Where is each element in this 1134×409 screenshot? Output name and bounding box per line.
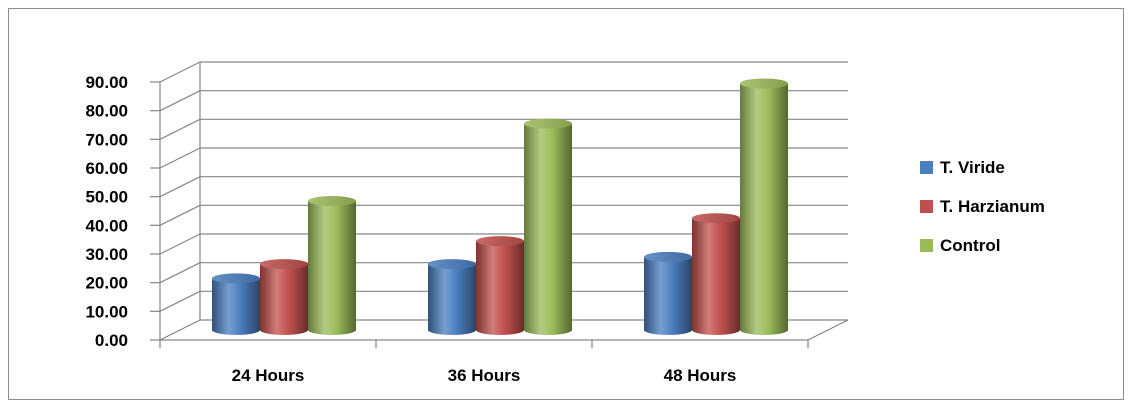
- bar-top: [260, 259, 308, 270]
- y-tick-label: 40.00: [85, 216, 128, 235]
- bar-top: [476, 236, 524, 247]
- bar-top: [740, 78, 788, 89]
- y-tick-label: 60.00: [85, 159, 128, 178]
- gridline-side: [159, 90, 201, 112]
- bar-body: [740, 83, 788, 335]
- bar-top: [524, 118, 572, 129]
- gridline-side: [159, 290, 201, 312]
- x-axis: 24 Hours 36 Hours 48 Hours: [159, 319, 849, 385]
- gridline-side: [159, 176, 201, 198]
- bar-body: [308, 201, 356, 335]
- bar-t-harzianum-36-hours: [476, 236, 524, 335]
- bar-body: [692, 218, 740, 335]
- bar-t-harzianum-24-hours: [260, 259, 308, 335]
- bar-top: [644, 251, 692, 262]
- legend: T. Viride T. Harzianum Control: [920, 158, 1045, 255]
- bar-body: [428, 264, 476, 335]
- gridline-side: [159, 147, 201, 169]
- bar-t-harzianum-48-hours: [692, 213, 740, 335]
- gridline-side: [159, 319, 201, 341]
- y-tick-label: 50.00: [85, 188, 128, 207]
- gridline-side: [159, 262, 201, 284]
- y-tick-label: 0.00: [95, 331, 128, 350]
- floor-right-edge: [807, 319, 849, 341]
- y-tick-label: 20.00: [85, 274, 128, 293]
- gridline-side: [159, 204, 201, 226]
- bar-body: [212, 278, 260, 335]
- bar-t-viride-36-hours: [428, 259, 476, 335]
- legend-swatch: [920, 200, 933, 213]
- bar-body: [524, 123, 572, 335]
- y-tick-label: 90.00: [85, 73, 128, 92]
- y-tick-label: 30.00: [85, 245, 128, 264]
- x-tick-label: 36 Hours: [448, 366, 521, 385]
- legend-swatch: [920, 239, 933, 252]
- legend-label: T. Harzianum: [940, 197, 1045, 216]
- bar-top: [212, 273, 260, 284]
- bar-body: [260, 264, 308, 335]
- gridline-side: [159, 61, 201, 83]
- bar-top: [308, 196, 356, 206]
- legend-item: T. Harzianum: [920, 197, 1045, 216]
- legend-item: T. Viride: [920, 158, 1005, 177]
- gridline-side: [159, 233, 201, 255]
- legend-item: Control: [920, 236, 1000, 255]
- y-tick-label: 80.00: [85, 102, 128, 121]
- y-tick-label: 70.00: [85, 130, 128, 149]
- gridline-side: [159, 118, 201, 140]
- y-tick-label: 10.00: [85, 302, 128, 321]
- legend-label: T. Viride: [940, 158, 1005, 177]
- bar-t-viride-48-hours: [644, 251, 692, 335]
- bar-body: [476, 241, 524, 335]
- bar-top: [692, 213, 740, 224]
- bar-top: [428, 259, 476, 270]
- bars: [212, 78, 788, 335]
- legend-swatch: [920, 161, 933, 174]
- bar-control-24-hours: [308, 196, 356, 335]
- x-tick-label: 48 Hours: [664, 366, 737, 385]
- legend-label: Control: [940, 236, 1000, 255]
- bar-control-36-hours: [524, 118, 572, 335]
- y-axis-tick-labels: 0.00 10.00 20.00 30.00 40.00 50.00 60.00 70.00 8…: [85, 73, 160, 350]
- x-tick-label: 24 Hours: [232, 366, 305, 385]
- bar-body: [644, 256, 692, 335]
- chart-walls: [159, 62, 201, 340]
- bar-t-viride-24-hours: [212, 273, 260, 335]
- bar-control-48-hours: [740, 78, 788, 335]
